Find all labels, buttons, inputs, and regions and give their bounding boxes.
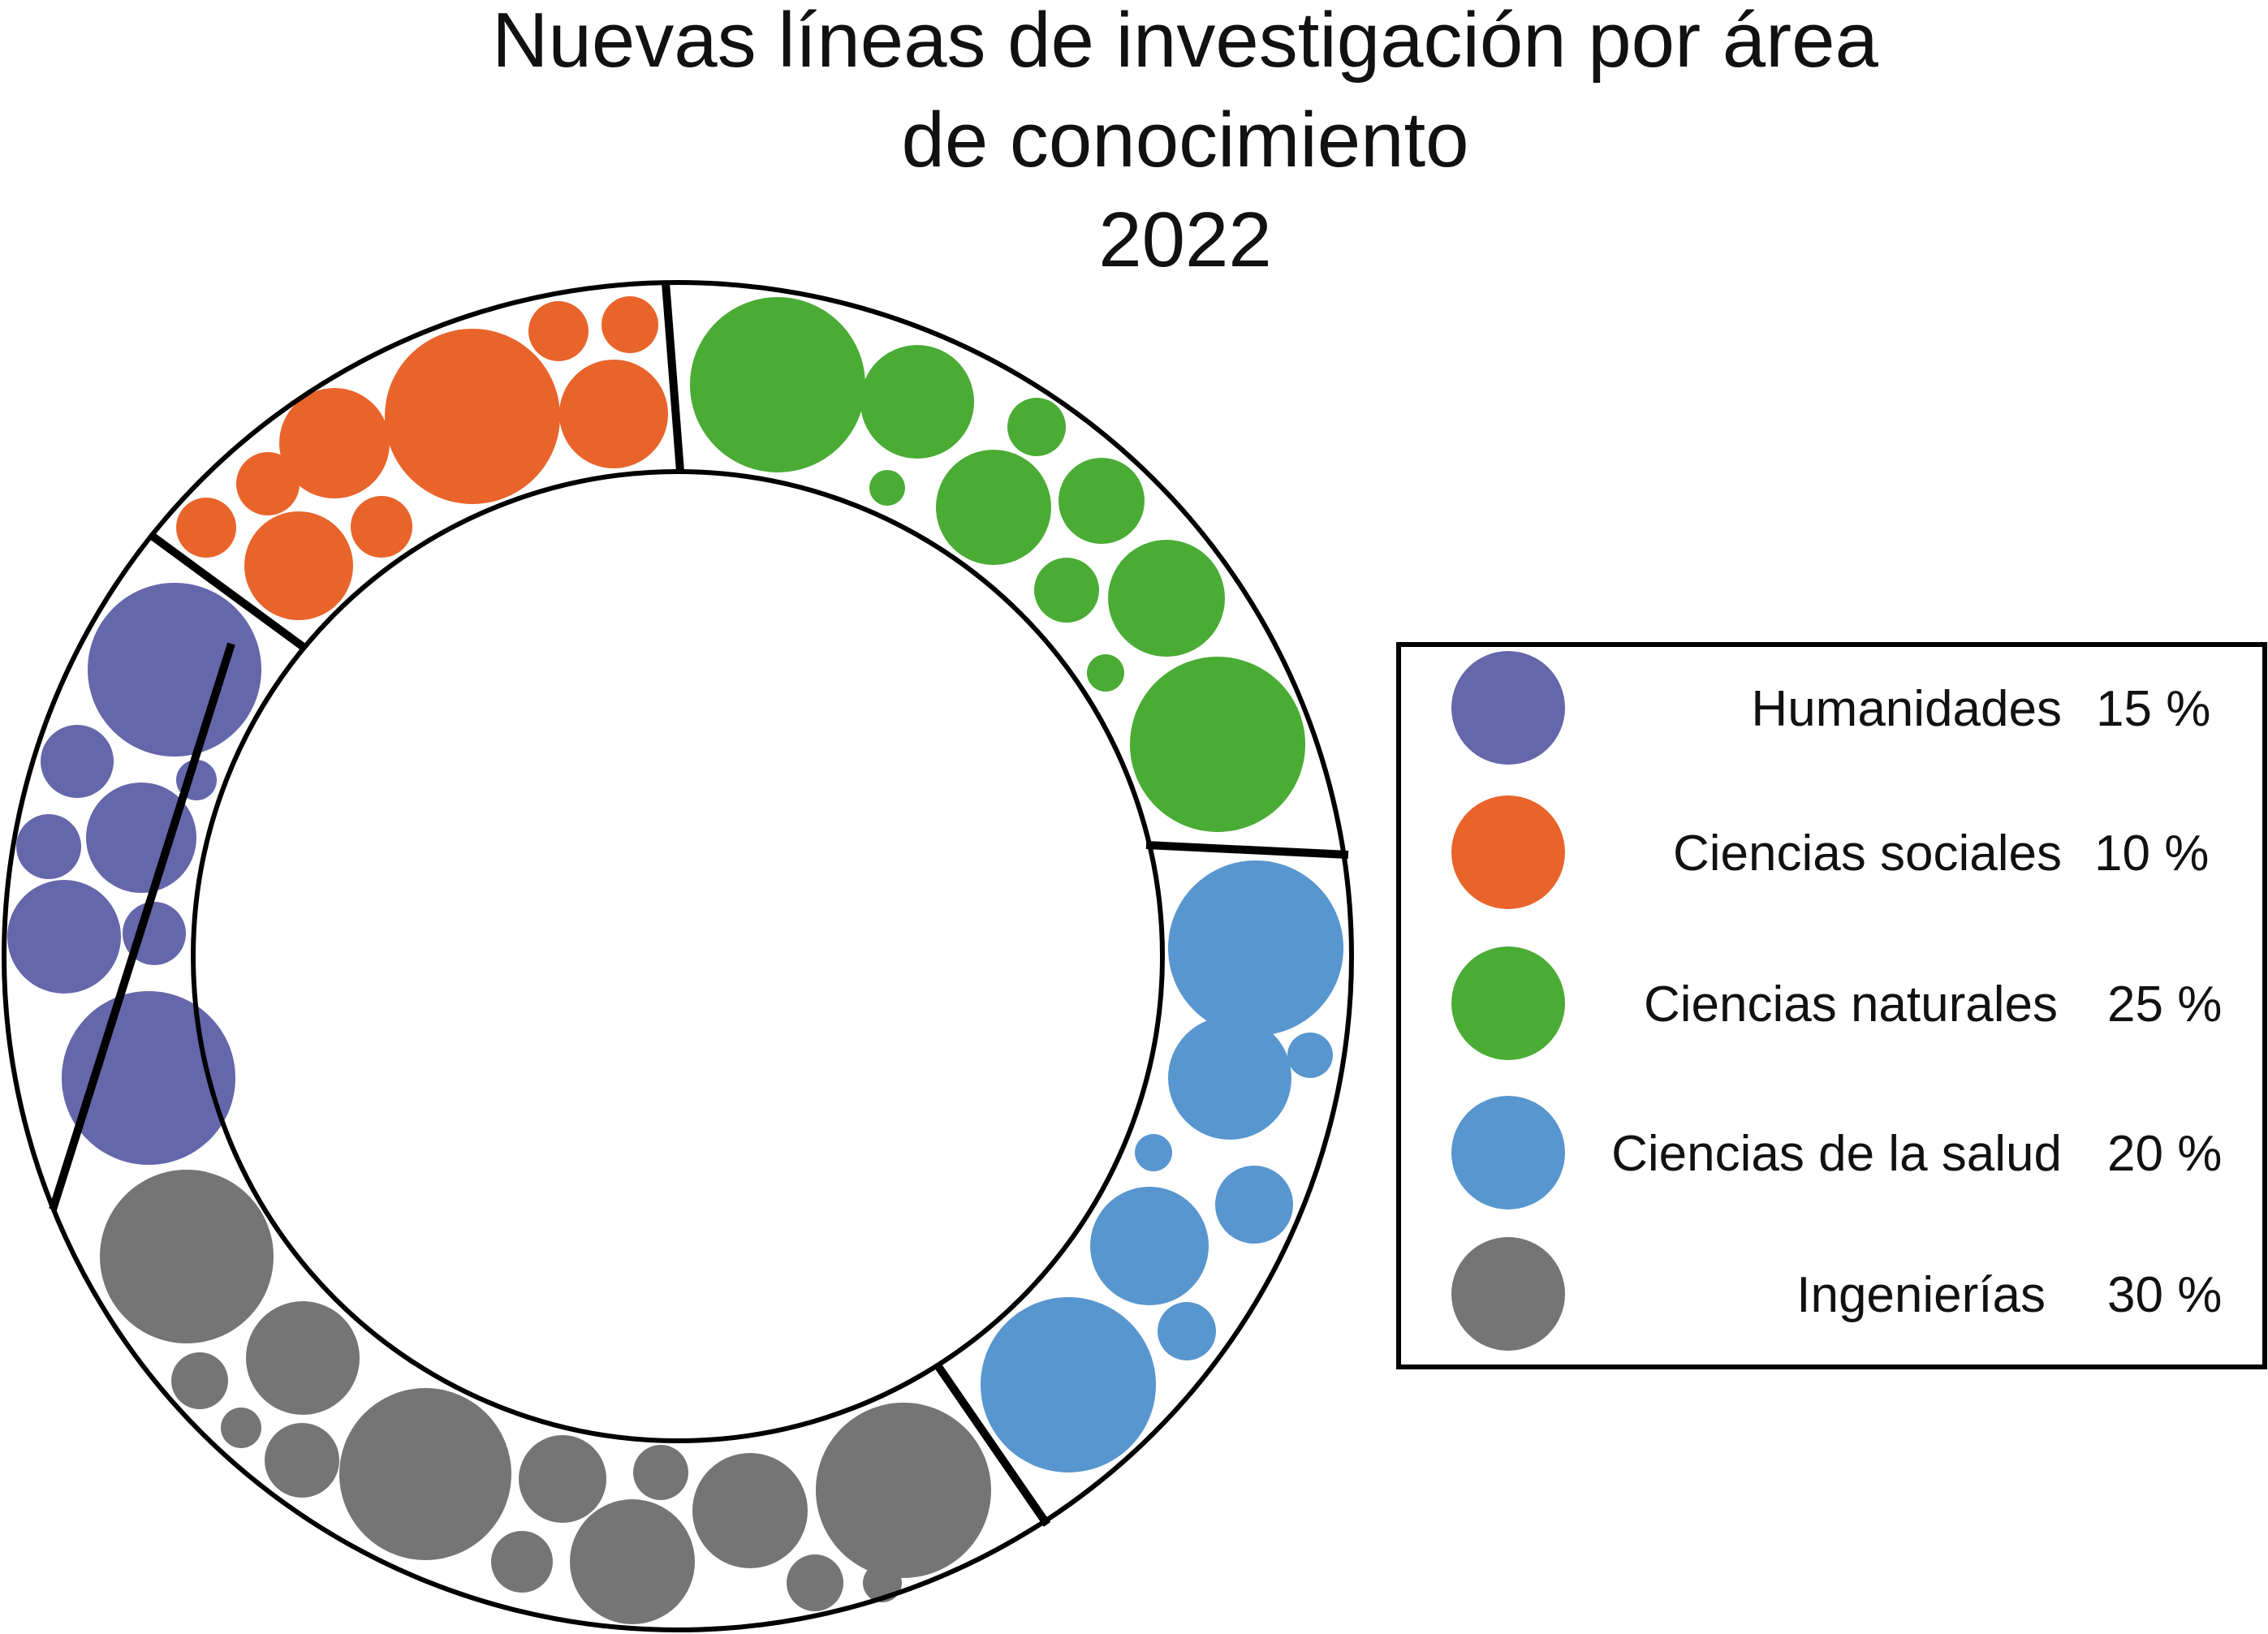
bubble-ciencias-sociales-9 xyxy=(351,496,412,558)
bubble-humanidades-1 xyxy=(88,583,261,757)
bubble-ingenierias-5 xyxy=(265,1423,339,1498)
bubble-ciencias-naturales-4 xyxy=(869,470,905,506)
bubble-ciencias-de-la-salud-8 xyxy=(981,1297,1156,1472)
bubble-ciencias-naturales-10 xyxy=(1130,657,1305,832)
legend-box xyxy=(1396,642,2267,1369)
bubble-ciencias-de-la-salud-2 xyxy=(1287,1033,1333,1078)
bubble-ciencias-naturales-5 xyxy=(936,450,1051,565)
segment-separator-1 xyxy=(49,642,235,1211)
bubble-ciencias-sociales-1 xyxy=(385,329,560,504)
ring-inner-border xyxy=(191,469,1165,1443)
bubble-humanidades-2 xyxy=(41,725,114,798)
legend-swatch-ingenierias xyxy=(1451,1237,1565,1351)
bubble-ciencias-sociales-4 xyxy=(601,296,658,353)
bubble-ciencias-naturales-2 xyxy=(860,345,974,459)
legend-value-ingenierias: 30 % xyxy=(2107,1267,2222,1323)
bubble-humanidades-5 xyxy=(16,814,81,879)
bubble-ciencias-sociales-7 xyxy=(176,498,236,558)
bubble-ciencias-naturales-3 xyxy=(1007,398,1066,456)
bubble-ingenierias-9 xyxy=(491,1531,553,1593)
chart-title-line-2: de conocimiento xyxy=(901,97,1468,183)
legend-value-humanidades: 15 % xyxy=(2096,681,2210,737)
bubble-ciencias-de-la-salud-1 xyxy=(1168,860,1343,1036)
legend-value-ciencias-naturales: 25 % xyxy=(2107,977,2222,1033)
bubble-ciencias-sociales-2 xyxy=(559,360,668,468)
legend-value-ciencias-sociales: 10 % xyxy=(2094,826,2209,882)
legend-swatch-humanidades xyxy=(1451,651,1565,765)
chart-title-line-3: 2022 xyxy=(1098,196,1272,283)
bubble-ciencias-de-la-salud-3 xyxy=(1168,1016,1291,1140)
legend-swatch-ciencias-de-la-salud xyxy=(1451,1096,1565,1209)
bubble-ingenierias-1 xyxy=(100,1170,274,1343)
bubble-ciencias-de-la-salud-6 xyxy=(1090,1187,1209,1305)
bubble-ingenierias-7 xyxy=(519,1435,606,1523)
legend: Humanidades 15 % Ciencias sociales 10 % Cien… xyxy=(1451,651,2222,1351)
bubble-ingenierias-4 xyxy=(221,1408,261,1448)
segment-separator-5 xyxy=(934,1363,1051,1527)
bubble-ingenierias-12 xyxy=(816,1403,991,1578)
bubble-ciencias-naturales-6 xyxy=(1059,458,1145,544)
bubble-ciencias-naturales-1 xyxy=(690,297,865,472)
bubble-humanidades-6 xyxy=(7,880,121,994)
chart-title-line-1: Nuevas líneas de investigación por área xyxy=(492,0,1878,84)
separator-layer xyxy=(49,282,1349,1527)
bubble-layer xyxy=(7,296,1343,1624)
legend-label-ciencias-sociales: Ciencias sociales xyxy=(1673,826,2062,882)
legend-label-ingenierias: Ingenierías xyxy=(1796,1267,2046,1323)
bubble-ingenierias-3 xyxy=(171,1352,228,1409)
legend-label-ciencias-de-la-salud: Ciencias de la salud xyxy=(1611,1126,2062,1182)
legend-value-ciencias-de-la-salud: 20 % xyxy=(2107,1126,2222,1182)
legend-swatch-ciencias-sociales xyxy=(1451,795,1565,909)
bubble-ciencias-sociales-8 xyxy=(244,511,353,620)
bubble-ingenierias-8 xyxy=(633,1445,688,1500)
bubble-ciencias-sociales-5 xyxy=(279,388,390,498)
ring-outer-border xyxy=(2,280,1354,1632)
bubble-ingenierias-11 xyxy=(692,1453,808,1568)
bubble-ciencias-sociales-6 xyxy=(236,452,300,515)
bubble-ciencias-naturales-8 xyxy=(1108,540,1225,657)
bubble-ciencias-de-la-salud-5 xyxy=(1215,1166,1293,1244)
legend-label-humanidades: Humanidades xyxy=(1751,681,2062,737)
segment-separator-2 xyxy=(149,532,307,652)
bubble-ciencias-sociales-3 xyxy=(528,301,589,361)
segment-separator-4 xyxy=(1145,841,1349,859)
bubble-ingenierias-6 xyxy=(339,1388,511,1560)
legend-label-ciencias-naturales: Ciencias naturales xyxy=(1644,977,2058,1033)
bubble-ingenierias-13 xyxy=(787,1554,843,1611)
bubble-ciencias-de-la-salud-7 xyxy=(1158,1302,1216,1360)
segment-separator-3 xyxy=(662,282,684,472)
bubble-ingenierias-10 xyxy=(570,1499,695,1624)
bubble-ciencias-naturales-7 xyxy=(1034,558,1099,623)
bubble-humanidades-4 xyxy=(86,783,196,893)
legend-swatch-ciencias-naturales xyxy=(1451,946,1565,1060)
bubble-ingenierias-2 xyxy=(246,1301,360,1415)
bubble-ciencias-naturales-9 xyxy=(1087,654,1124,692)
bubble-ciencias-de-la-salud-4 xyxy=(1135,1134,1172,1171)
